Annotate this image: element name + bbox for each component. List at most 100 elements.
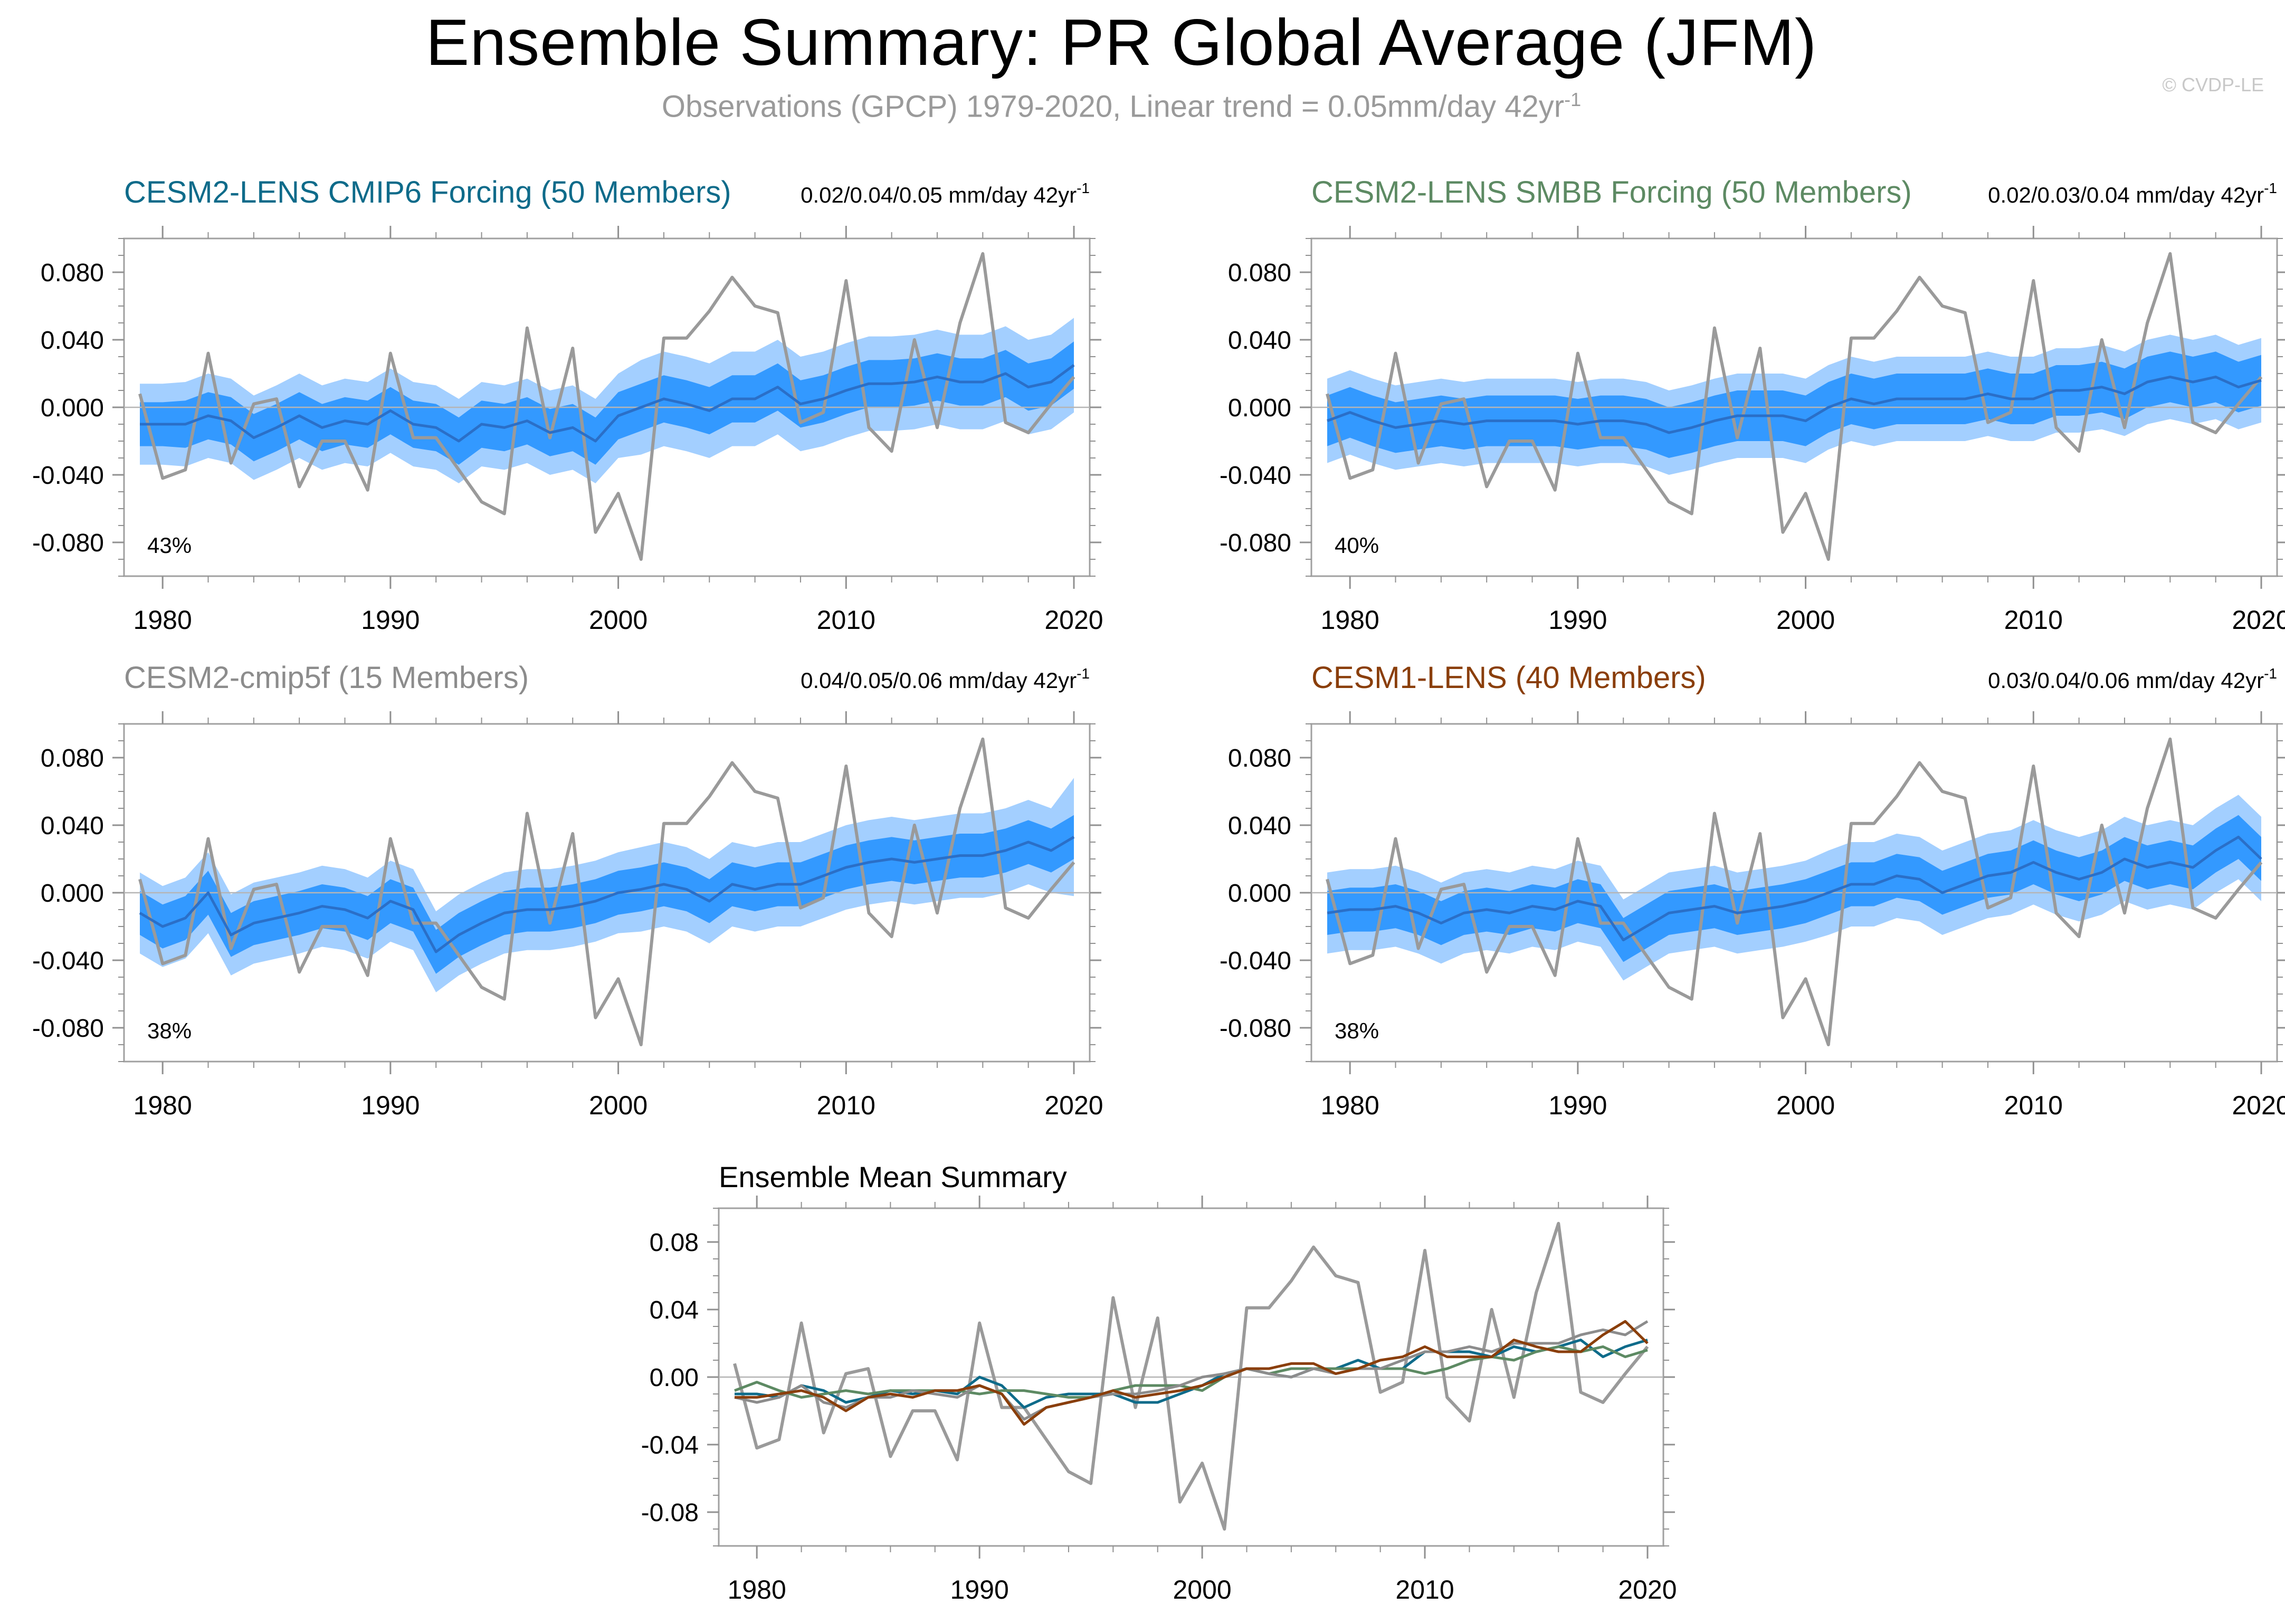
panel-smbb: 0.080 0.040 0.000 -0.040 -0.080 1980 1990 2000 2…: [1220, 175, 2285, 635]
observation-line: [733, 1221, 1649, 1531]
panel-percent-label: 43%: [147, 533, 192, 558]
y-tick-label: -0.040: [32, 947, 104, 975]
y-tick-label: 0.040: [1228, 327, 1291, 355]
trend-exponent: -1: [1077, 665, 1090, 682]
y-tick-label: -0.040: [1220, 947, 1291, 975]
y-tick-label: -0.080: [1220, 1015, 1291, 1043]
observation-line: [1326, 252, 2263, 561]
y-tick-label: 0.000: [41, 880, 104, 907]
plot-area: [124, 252, 1090, 561]
panel-trend-label: 0.02/0.03/0.04 mm/day 42yr-1: [1988, 180, 2277, 207]
inner-spread-band: [1327, 815, 2261, 962]
panel-title: CESM2-LENS SMBB Forcing (50 Members): [1311, 175, 1912, 209]
x-tick-label: 1980: [728, 1575, 786, 1604]
panel-title: CESM2-cmip5f (15 Members): [124, 661, 529, 695]
x-tick-label: 1980: [134, 605, 192, 635]
y-tick-label: 0.080: [1228, 744, 1291, 772]
x-tick-label: 2010: [2004, 605, 2063, 635]
trend-exponent: -1: [1077, 180, 1090, 196]
inner-spread-band: [140, 341, 1074, 465]
y-tick-label: 0.08: [650, 1229, 699, 1257]
x-tick-label: 2020: [2232, 1091, 2285, 1120]
subtitle-text: Observations (GPCP) 1979-2020, Linear tr…: [661, 89, 1565, 124]
x-tick-label: 2010: [2004, 1091, 2063, 1120]
x-tick-label: 1980: [1321, 1091, 1379, 1120]
y-tick-label: 0.04: [650, 1296, 699, 1324]
ensemble-mean-line: [1327, 375, 2262, 434]
x-tick-label: 1990: [1548, 1091, 1607, 1120]
ensemble-mean-line: [139, 836, 1075, 953]
series-line-cmip5f: [734, 1320, 1649, 1421]
panel-trend-label: 0.04/0.05/0.06 mm/day 42yr-1: [801, 665, 1090, 693]
x-tick-label: 2010: [817, 605, 875, 635]
inner-spread-band: [1327, 351, 2261, 458]
x-tick-label: 2020: [1044, 605, 1103, 635]
y-tick-label: -0.04: [641, 1431, 699, 1459]
trend-text: 0.03/0.04/0.06 mm/day 42yr: [1988, 668, 2264, 693]
ensemble-mean-line: [140, 364, 1075, 443]
panel-trend-label: 0.02/0.04/0.05 mm/day 42yr-1: [801, 180, 1090, 207]
observation-line: [138, 737, 1075, 1046]
subtitle-exponent: -1: [1564, 89, 1582, 110]
y-tick-label: 0.00: [650, 1364, 699, 1392]
panel-title: CESM1-LENS (40 Members): [1311, 661, 1706, 695]
plot-area: [1311, 737, 2277, 1046]
panel-lens1: 0.080 0.040 0.000 -0.040 -0.080 1980 1990 2000 2…: [1220, 661, 2285, 1120]
panel-cmip5f: 0.080 0.040 0.000 -0.040 -0.080 1980 1990 2000 2…: [32, 661, 1103, 1120]
y-tick-label: -0.040: [1220, 462, 1291, 490]
plot-area: [124, 737, 1090, 1046]
y-tick-label: 0.040: [1228, 812, 1291, 840]
y-tick-label: -0.08: [641, 1499, 699, 1527]
y-tick-label: 0.000: [1228, 394, 1291, 422]
y-tick-label: -0.080: [1220, 529, 1291, 557]
x-tick-label: 2000: [1173, 1575, 1231, 1604]
x-tick-label: 1990: [361, 1091, 420, 1120]
panel-trend-label: 0.03/0.04/0.06 mm/day 42yr-1: [1988, 665, 2277, 693]
panel-percent-label: 38%: [1335, 1018, 1379, 1043]
y-tick-label: 0.040: [41, 327, 104, 355]
y-tick-label: 0.080: [41, 259, 104, 287]
x-tick-label: 2020: [1044, 1091, 1103, 1120]
x-tick-label: 2000: [589, 1091, 648, 1120]
trend-exponent: -1: [2264, 180, 2277, 196]
plot-area: [1311, 252, 2277, 561]
figure-title: Ensemble Summary: PR Global Average (JFM…: [425, 6, 1817, 79]
x-tick-label: 2020: [2232, 605, 2285, 635]
x-tick-label: 2000: [1776, 1091, 1835, 1120]
y-tick-label: -0.080: [32, 529, 104, 557]
x-tick-label: 2000: [589, 605, 648, 635]
panel-cmip6: 0.080 0.040 0.000 -0.040 -0.080 1980 1990 2000 2…: [32, 175, 1103, 635]
x-tick-label: 1980: [1321, 605, 1379, 635]
panel-title: CESM2-LENS CMIP6 Forcing (50 Members): [124, 175, 731, 209]
x-tick-label: 1990: [1548, 605, 1607, 635]
ensemble-mean-line: [1327, 835, 2262, 942]
y-tick-label: 0.040: [41, 812, 104, 840]
series-line-lens1: [735, 1320, 1649, 1426]
x-tick-label: 2010: [817, 1091, 875, 1120]
x-tick-label: 1990: [361, 605, 420, 635]
panel-percent-label: 40%: [1335, 533, 1379, 558]
observation-line: [138, 252, 1075, 561]
panel-percent-label: 38%: [147, 1018, 192, 1043]
x-tick-label: 1980: [134, 1091, 192, 1120]
trend-exponent: -1: [2264, 665, 2277, 682]
x-tick-label: 2010: [1395, 1575, 1454, 1604]
x-tick-label: 2020: [1618, 1575, 1677, 1604]
panel-summary: 0.08 0.04 0.00 -0.04 -0.08 1980 1990 2000 2010 20…: [641, 1160, 1677, 1604]
x-tick-label: 1990: [950, 1575, 1009, 1604]
x-tick-label: 2000: [1776, 605, 1835, 635]
trend-text: 0.02/0.04/0.05 mm/day 42yr: [801, 183, 1077, 207]
observation-line: [1326, 737, 2263, 1046]
trend-text: 0.02/0.03/0.04 mm/day 42yr: [1988, 183, 2264, 207]
plot-area: [719, 1221, 1663, 1531]
y-tick-label: 0.000: [1228, 880, 1291, 907]
y-tick-label: -0.040: [32, 462, 104, 490]
panel-title: Ensemble Mean Summary: [719, 1160, 1067, 1193]
trend-text: 0.04/0.05/0.06 mm/day 42yr: [801, 668, 1077, 693]
y-tick-label: -0.080: [32, 1015, 104, 1043]
copyright-label: © CVDP-LE: [2162, 74, 2264, 95]
y-tick-label: 0.000: [41, 394, 104, 422]
y-tick-label: 0.080: [41, 744, 104, 772]
figure-subtitle: Observations (GPCP) 1979-2020, Linear tr…: [0, 89, 2243, 124]
